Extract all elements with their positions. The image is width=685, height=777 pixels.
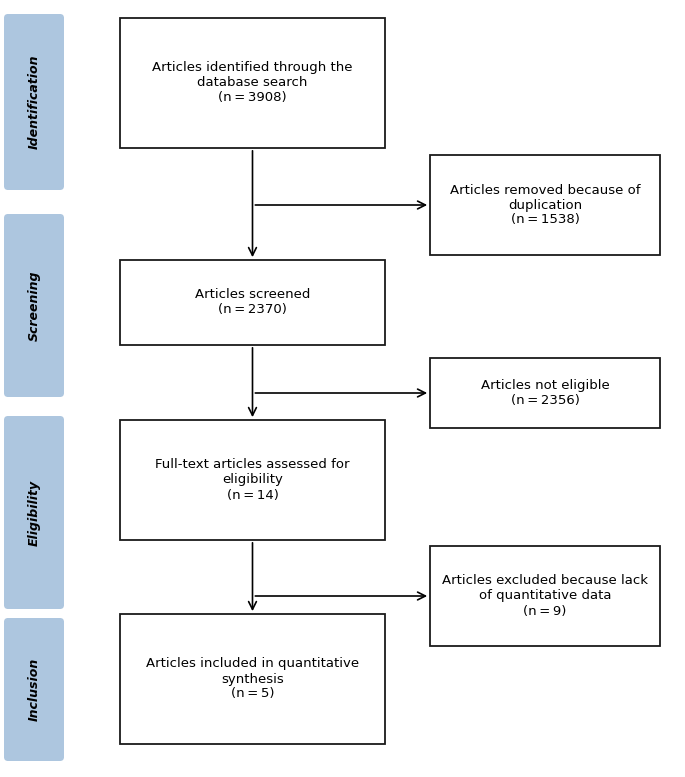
Text: Screening: Screening	[27, 270, 40, 341]
FancyBboxPatch shape	[120, 18, 385, 148]
FancyBboxPatch shape	[120, 260, 385, 345]
Text: Inclusion: Inclusion	[27, 658, 40, 721]
Text: Articles included in quantitative
synthesis
(n = 5): Articles included in quantitative synthe…	[146, 657, 359, 701]
Text: Articles not eligible
(n = 2356): Articles not eligible (n = 2356)	[481, 379, 610, 407]
FancyBboxPatch shape	[4, 14, 64, 190]
FancyBboxPatch shape	[430, 358, 660, 428]
FancyBboxPatch shape	[430, 155, 660, 255]
Text: Eligibility: Eligibility	[27, 479, 40, 545]
FancyBboxPatch shape	[4, 618, 64, 761]
Text: Articles screened
(n = 2370): Articles screened (n = 2370)	[195, 288, 310, 316]
Text: Articles excluded because lack
of quantitative data
(n = 9): Articles excluded because lack of quanti…	[442, 574, 648, 618]
FancyBboxPatch shape	[430, 546, 660, 646]
FancyBboxPatch shape	[120, 420, 385, 540]
FancyBboxPatch shape	[4, 214, 64, 397]
Text: Articles removed because of
duplication
(n = 1538): Articles removed because of duplication …	[450, 183, 640, 227]
Text: Identification: Identification	[27, 54, 40, 149]
Text: Full-text articles assessed for
eligibility
(n = 14): Full-text articles assessed for eligibil…	[155, 458, 350, 501]
FancyBboxPatch shape	[120, 614, 385, 744]
Text: Articles identified through the
database search
(n = 3908): Articles identified through the database…	[152, 61, 353, 104]
FancyBboxPatch shape	[4, 416, 64, 609]
